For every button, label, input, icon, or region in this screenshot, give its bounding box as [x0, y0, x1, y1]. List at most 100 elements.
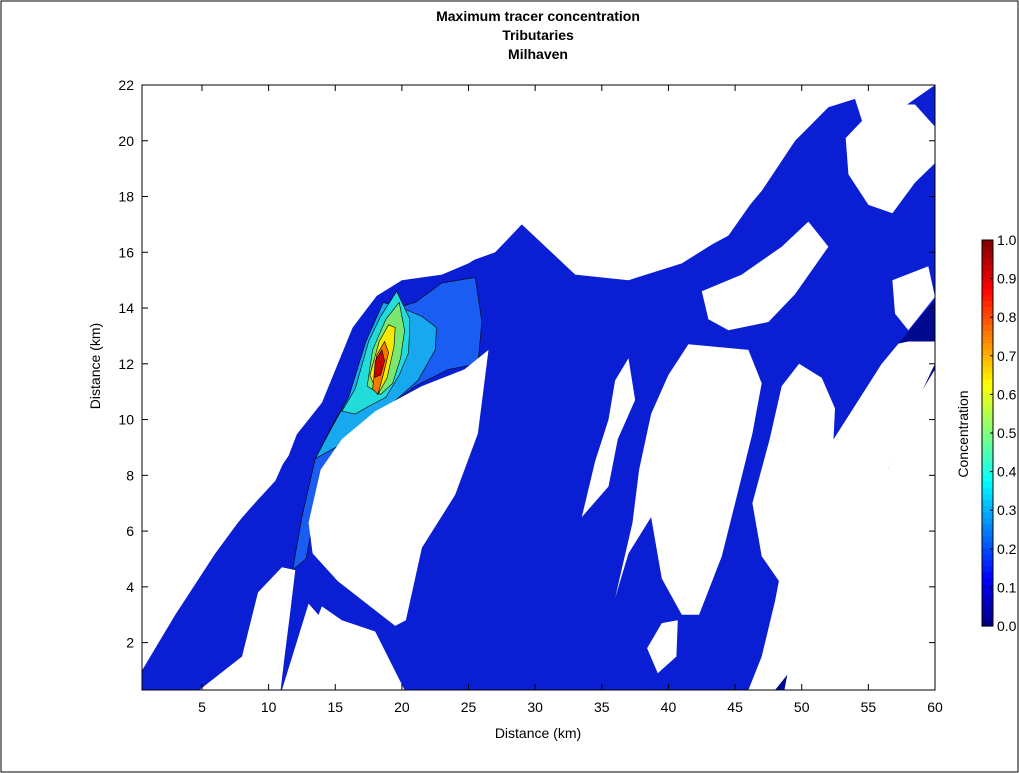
land-mask-10 [581, 358, 636, 518]
x-tick-label: 30 [527, 699, 543, 715]
y-tick-label: 10 [118, 412, 134, 428]
colorbar-tick-label: 0.1 [997, 579, 1017, 595]
land-mask-4 [521, 85, 842, 278]
colorbar-segment [982, 553, 993, 561]
land-mask-7 [845, 104, 935, 214]
colorbar-tick-label: 0.7 [997, 348, 1017, 364]
plot-area [142, 85, 935, 690]
land-mask-layer [142, 85, 935, 690]
colorbar-segment [982, 529, 993, 537]
contour-region-9 [373, 349, 385, 379]
land-mask-8 [892, 266, 935, 331]
colorbar-segment [982, 505, 993, 513]
x-tick-label: 50 [794, 699, 810, 715]
colorbar-segment [982, 408, 993, 416]
colorbar-segment [982, 613, 993, 621]
y-tick-label: 4 [126, 579, 134, 595]
x-tick-label: 15 [327, 699, 343, 715]
colorbar-segment [982, 607, 993, 615]
colorbar-segment [982, 535, 993, 543]
colorbar-segment [982, 487, 993, 494]
colorbar-segment [982, 469, 993, 476]
colorbar-segment [982, 414, 993, 422]
colorbar-tick-label: 0.9 [997, 271, 1017, 287]
colorbar-segment [982, 547, 993, 555]
colorbar-segment [982, 276, 993, 283]
colorbar-tick-label: 0.2 [997, 541, 1017, 557]
colorbar-segment [982, 288, 993, 295]
land-mask-12 [848, 386, 898, 476]
colorbar-segment [982, 306, 993, 313]
colorbar-segment [982, 372, 993, 380]
colorbar-segment [982, 330, 993, 338]
x-tick-label: 10 [261, 699, 277, 715]
y-tick-label: 20 [118, 133, 134, 149]
colorbar-tick-label: 0.4 [997, 464, 1017, 480]
colorbar-segment [982, 577, 993, 585]
land-mask-14 [647, 620, 678, 674]
colorbar-segment [982, 318, 993, 326]
colorbar-segment [982, 601, 993, 609]
colorbar-tick-label: 0.5 [997, 425, 1017, 441]
y-axis-label: Distance (km) [87, 323, 103, 409]
colorbar-segment [982, 396, 993, 404]
land-mask-0 [199, 567, 296, 690]
chart-title-line-1: Maximum tracer concentration [436, 8, 640, 24]
colorbar-segment [982, 348, 993, 356]
land-mask-2 [308, 349, 489, 626]
colorbar-segment [982, 457, 993, 464]
colorbar-segment [982, 282, 993, 289]
colorbar-segment [982, 499, 993, 506]
colorbar-segment [982, 433, 993, 440]
x-tick-label: 55 [861, 699, 877, 715]
colorbar-segment [982, 240, 993, 247]
colorbar-segment [982, 258, 993, 265]
colorbar-tick-label: 0.0 [997, 618, 1017, 634]
colorbar-segment [982, 493, 993, 500]
axes-box [141, 84, 936, 691]
y-tick-label: 6 [126, 523, 134, 539]
colorbar-segment [982, 426, 993, 434]
colorbar-segment [982, 619, 993, 627]
colorbar-segment [982, 445, 993, 452]
colorbar-segment [982, 390, 993, 398]
land-mask-3 [142, 85, 529, 665]
x-tick-label: 25 [461, 699, 477, 715]
y-tick-label: 18 [118, 189, 134, 205]
land-mask-6 [701, 221, 829, 331]
colorbar-segment [982, 517, 993, 525]
colorbar-segment [982, 571, 993, 579]
colorbar-segment [982, 475, 993, 482]
colorbar-segment [982, 336, 993, 344]
chart-title-line-2: Tributaries [502, 27, 574, 43]
colorbar-segment [982, 252, 993, 259]
colorbar-ticks: 0.0 0.1 0.2 0.3 0.4 0.5 0.6 0.7 0.8 0.9 1.0 [990, 232, 1017, 634]
x-tick-label: 40 [661, 699, 677, 715]
x-tick-label: 5 [198, 699, 206, 715]
colorbar-segment [982, 595, 993, 603]
colorbar-segment [982, 439, 993, 446]
chart-title-line-3: Milhaven [508, 46, 568, 62]
y-tick-label: 8 [126, 467, 134, 483]
land-mask-1 [295, 606, 405, 690]
colorbar: 0.0 0.1 0.2 0.3 0.4 0.5 0.6 0.7 0.8 0.9 1.0 Concen… [955, 232, 1017, 634]
x-axis-ticks: 5 10 15 20 25 30 35 40 45 50 55 60 [198, 85, 943, 715]
colorbar-segment [982, 324, 993, 332]
colorbar-segment [982, 366, 993, 374]
x-tick-label: 35 [594, 699, 610, 715]
x-tick-label: 60 [927, 699, 943, 715]
colorbar-segment [982, 589, 993, 597]
colorbar-segment [982, 511, 993, 519]
colorbar-segment [982, 541, 993, 549]
colorbar-strip [982, 240, 993, 627]
colorbar-segment [982, 342, 993, 350]
colorbar-segment [982, 312, 993, 320]
colorbar-tick-label: 1.0 [997, 232, 1017, 248]
colorbar-segment [982, 246, 993, 253]
colorbar-segment [982, 354, 993, 362]
y-tick-label: 12 [118, 356, 134, 372]
land-mask-11 [752, 363, 835, 582]
colorbar-segment [982, 270, 993, 277]
x-tick-label: 45 [727, 699, 743, 715]
colorbar-segment [982, 378, 993, 386]
